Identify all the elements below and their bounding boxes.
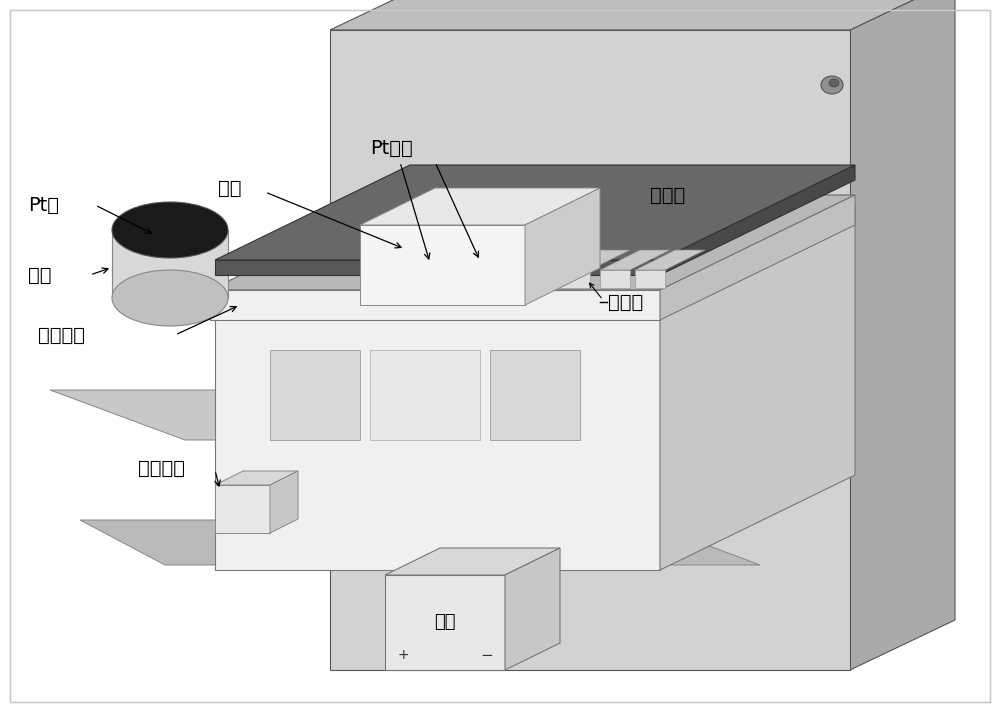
Ellipse shape <box>112 202 228 258</box>
Text: 锆砖: 锆砖 <box>218 179 242 197</box>
Polygon shape <box>215 485 270 533</box>
Polygon shape <box>490 350 580 440</box>
Polygon shape <box>330 30 850 670</box>
Polygon shape <box>215 471 298 485</box>
Polygon shape <box>215 300 660 570</box>
Polygon shape <box>385 548 560 575</box>
Polygon shape <box>330 0 955 30</box>
Ellipse shape <box>112 270 228 326</box>
Polygon shape <box>660 195 855 320</box>
Text: 支撑锆砖: 支撑锆砖 <box>38 325 85 345</box>
Polygon shape <box>600 250 670 270</box>
Polygon shape <box>270 350 360 440</box>
Text: +: + <box>397 648 409 662</box>
Polygon shape <box>505 548 560 670</box>
Polygon shape <box>210 290 660 320</box>
Polygon shape <box>210 195 855 290</box>
Polygon shape <box>480 250 550 270</box>
Polygon shape <box>660 205 855 570</box>
Polygon shape <box>850 0 955 670</box>
Text: −: − <box>481 647 493 662</box>
Polygon shape <box>270 471 298 533</box>
Polygon shape <box>385 575 505 670</box>
Polygon shape <box>80 520 760 565</box>
Polygon shape <box>635 250 705 270</box>
Polygon shape <box>520 250 590 270</box>
Polygon shape <box>360 225 525 305</box>
Ellipse shape <box>821 76 843 94</box>
Ellipse shape <box>829 79 839 87</box>
Polygon shape <box>360 188 600 225</box>
Text: 样品: 样品 <box>28 266 52 285</box>
Polygon shape <box>560 250 630 270</box>
Polygon shape <box>10 10 990 702</box>
Polygon shape <box>215 205 855 300</box>
Text: 保护电阻: 保护电阻 <box>138 459 185 478</box>
Polygon shape <box>215 165 855 260</box>
Text: 隔离棒: 隔离棒 <box>608 293 643 312</box>
Text: Pt浆: Pt浆 <box>28 196 59 214</box>
Polygon shape <box>635 270 665 288</box>
Polygon shape <box>660 165 855 275</box>
Polygon shape <box>112 230 228 298</box>
Polygon shape <box>50 390 720 440</box>
Polygon shape <box>525 188 600 305</box>
Polygon shape <box>370 350 480 440</box>
Polygon shape <box>215 260 660 275</box>
Text: 电炉壁: 电炉壁 <box>650 186 685 204</box>
Polygon shape <box>480 270 510 288</box>
Polygon shape <box>560 270 590 288</box>
Text: Pt电极: Pt电极 <box>370 139 413 157</box>
Polygon shape <box>600 270 630 288</box>
Polygon shape <box>520 270 550 288</box>
Text: 电源: 电源 <box>434 613 456 631</box>
